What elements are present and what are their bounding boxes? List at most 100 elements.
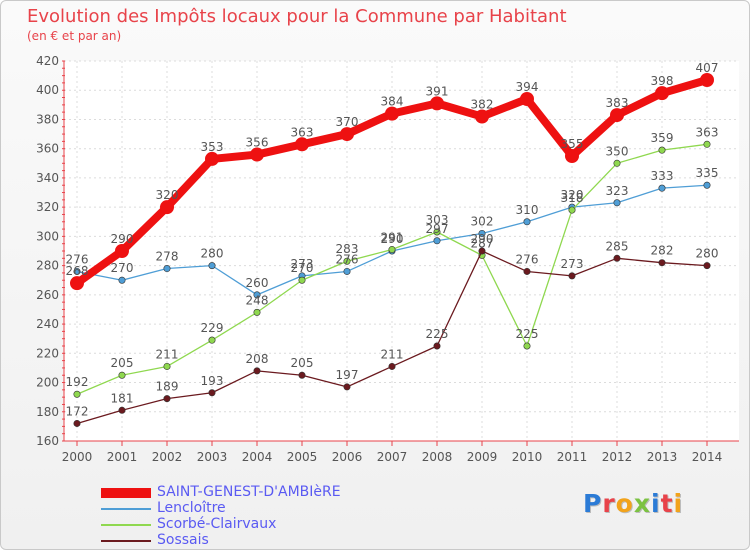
data-label-scorb-clairvaux: 363 [696, 125, 719, 139]
data-label-lenclo-tre: 323 [606, 184, 629, 198]
x-tick-label: 2003 [197, 450, 228, 464]
data-label-sossais: 225 [426, 327, 449, 341]
data-label-sossais: 205 [291, 356, 314, 370]
x-tick-label: 2002 [152, 450, 183, 464]
y-tick-label: 420 [36, 54, 59, 68]
data-point-saint-genest-d-ambi-re [160, 200, 174, 215]
data-label-lenclo-tre: 280 [201, 247, 224, 261]
data-point-saint-genest-d-ambi-re [430, 96, 444, 111]
data-point-sossais [118, 406, 126, 414]
data-point-saint-genest-d-ambi-re [655, 86, 669, 101]
legend-label: SAINT-GENEST-D'AMBIèRE [157, 484, 341, 500]
data-label-scorb-clairvaux: 287 [471, 236, 494, 250]
data-point-scorb-clairvaux [613, 159, 621, 167]
data-label-sossais: 282 [651, 244, 674, 258]
data-label-lenclo-tre: 290 [381, 232, 404, 246]
y-tick-label: 380 [36, 112, 59, 126]
data-label-scorb-clairvaux: 318 [561, 191, 584, 205]
data-point-sossais [298, 371, 306, 379]
y-tick-label: 220 [36, 346, 59, 360]
data-label-scorb-clairvaux: 303 [426, 213, 449, 227]
data-point-scorb-clairvaux [343, 257, 351, 265]
data-point-sossais [163, 395, 171, 403]
data-point-saint-genest-d-ambi-re [70, 276, 84, 291]
data-label-saint-genest-d-ambi-re: 320 [156, 188, 179, 202]
x-tick-label: 2013 [647, 450, 678, 464]
data-point-lenclo-tre [118, 276, 126, 284]
y-tick-label: 340 [36, 171, 59, 185]
data-point-scorb-clairvaux [73, 390, 81, 398]
y-tick-label: 360 [36, 142, 59, 156]
x-tick-label: 2008 [422, 450, 453, 464]
data-label-scorb-clairvaux: 283 [336, 242, 359, 256]
data-point-lenclo-tre [343, 267, 351, 275]
y-tick-label: 180 [36, 405, 59, 419]
data-point-lenclo-tre [73, 267, 81, 275]
data-point-sossais [478, 247, 486, 255]
data-label-lenclo-tre: 320 [561, 188, 584, 202]
x-tick-label: 2009 [467, 450, 498, 464]
data-label-scorb-clairvaux: 205 [111, 356, 134, 370]
data-point-scorb-clairvaux [163, 362, 171, 370]
data-point-sossais [433, 342, 441, 350]
data-label-scorb-clairvaux: 350 [606, 144, 629, 158]
data-point-scorb-clairvaux [433, 228, 441, 236]
data-point-saint-genest-d-ambi-re [475, 109, 489, 124]
data-point-scorb-clairvaux [388, 246, 396, 254]
data-point-scorb-clairvaux [568, 206, 576, 214]
data-label-saint-genest-d-ambi-re: 370 [336, 115, 359, 129]
data-point-saint-genest-d-ambi-re [295, 137, 309, 152]
legend-label: Sossais [157, 532, 209, 548]
legend-label: Lencloître [157, 500, 226, 516]
data-point-lenclo-tre [163, 265, 171, 273]
x-tick-label: 2014 [692, 450, 723, 464]
data-point-scorb-clairvaux [298, 276, 306, 284]
x-tick-label: 2007 [377, 450, 408, 464]
data-point-sossais [343, 383, 351, 391]
x-tick-label: 2010 [512, 450, 543, 464]
data-point-scorb-clairvaux [658, 146, 666, 154]
data-label-saint-genest-d-ambi-re: 382 [471, 98, 494, 112]
data-point-lenclo-tre [253, 291, 261, 299]
data-point-sossais [523, 267, 531, 275]
data-point-saint-genest-d-ambi-re [565, 149, 579, 163]
data-label-sossais: 181 [111, 391, 134, 405]
data-point-saint-genest-d-ambi-re [700, 73, 714, 87]
legend-swatch [101, 508, 151, 510]
data-label-sossais: 197 [336, 368, 359, 382]
data-label-saint-genest-d-ambi-re: 398 [651, 74, 674, 88]
y-tick-label: 240 [36, 317, 59, 331]
data-label-lenclo-tre: 297 [426, 222, 449, 236]
legend-swatch [101, 524, 151, 526]
x-tick-label: 2005 [287, 450, 318, 464]
x-tick-label: 2012 [602, 450, 633, 464]
x-tick-label: 2000 [62, 450, 93, 464]
data-label-lenclo-tre: 335 [696, 166, 719, 180]
data-point-saint-genest-d-ambi-re [250, 147, 264, 162]
data-point-lenclo-tre [433, 237, 441, 245]
y-tick-label: 280 [36, 259, 59, 273]
data-label-sossais: 193 [201, 374, 224, 388]
data-label-sossais: 276 [516, 252, 539, 266]
x-tick-label: 2004 [242, 450, 273, 464]
y-tick-label: 300 [36, 229, 59, 243]
y-tick-label: 400 [36, 83, 59, 97]
data-label-saint-genest-d-ambi-re: 356 [246, 136, 269, 150]
data-label-sossais: 208 [246, 352, 269, 366]
data-label-saint-genest-d-ambi-re: 353 [201, 140, 224, 154]
data-label-saint-genest-d-ambi-re: 383 [606, 96, 629, 110]
data-label-saint-genest-d-ambi-re: 268 [66, 264, 89, 278]
proxiti-logo: Proxiti [583, 489, 684, 518]
data-label-saint-genest-d-ambi-re: 407 [696, 61, 719, 75]
data-point-scorb-clairvaux [523, 342, 531, 350]
data-label-scorb-clairvaux: 291 [381, 231, 404, 245]
data-label-scorb-clairvaux: 359 [651, 131, 674, 145]
data-label-sossais: 211 [381, 347, 404, 361]
data-point-sossais [388, 362, 396, 370]
data-label-sossais: 172 [66, 404, 89, 418]
data-label-lenclo-tre: 276 [66, 252, 89, 266]
data-label-lenclo-tre: 276 [336, 252, 359, 266]
data-point-lenclo-tre [523, 218, 531, 226]
legend-label: Scorbé-Clairvaux [157, 516, 277, 532]
